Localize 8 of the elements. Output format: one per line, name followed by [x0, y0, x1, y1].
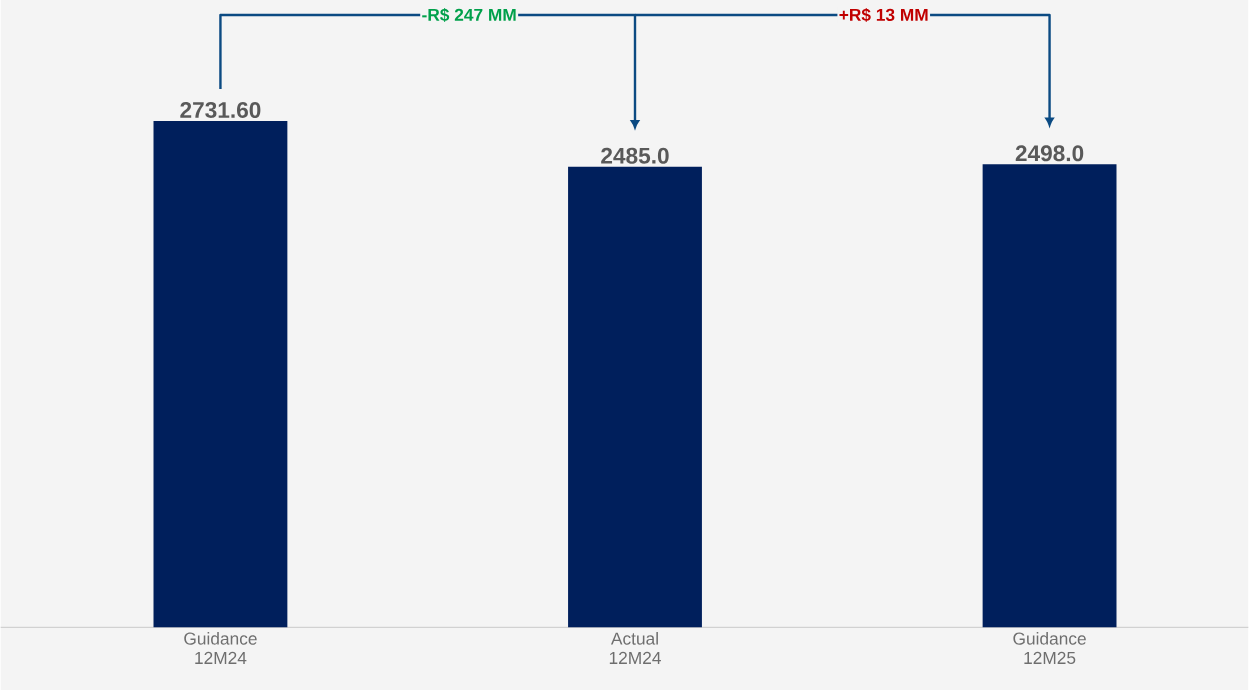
x-tick-label: Guidance 12M25 — [1013, 631, 1086, 664]
x-tick-label: Guidance 12M24 — [184, 631, 257, 664]
data-label: 2498.0 — [1015, 145, 1084, 162]
x-tick-label: Actual 12M24 — [609, 631, 661, 664]
data-label: 2731.60 — [180, 101, 261, 118]
data-label: 2485.0 — [601, 147, 669, 164]
annotation: +R$ 13 MM — [839, 7, 928, 22]
annotation: -R$ 247 MM — [422, 7, 516, 22]
